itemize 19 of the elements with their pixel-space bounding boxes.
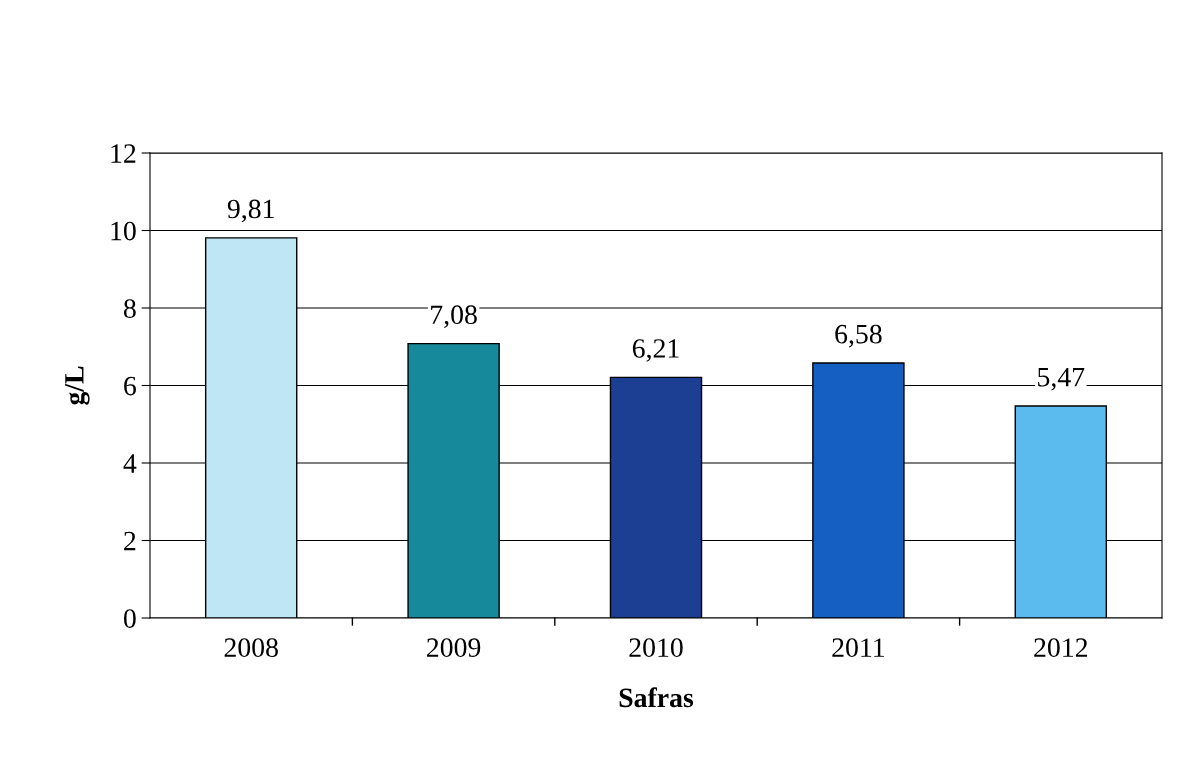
x-tick-label: 2012 xyxy=(1034,638,1088,657)
y-axis-title: g/L xyxy=(65,366,90,405)
x-tick-label: 2008 xyxy=(224,638,278,657)
y-tick-label: 8 xyxy=(123,299,136,318)
x-tick-label: 2010 xyxy=(629,638,683,657)
y-tick-label: 4 xyxy=(123,454,137,473)
data-label: 5,47 xyxy=(1038,367,1085,391)
y-tick-label: 2 xyxy=(124,531,136,551)
data-label: 6,58 xyxy=(835,324,882,348)
x-axis-title: Safras xyxy=(619,687,694,708)
y-tick-label: 10 xyxy=(111,221,136,241)
y-tick-label: 6 xyxy=(124,376,136,396)
y-tick-label: 12 xyxy=(111,144,136,163)
x-tick-label: 2009 xyxy=(427,638,481,657)
data-label: 7,08 xyxy=(431,305,477,329)
data-label: 9,81 xyxy=(227,199,274,223)
data-label: 6,21 xyxy=(632,339,679,362)
y-tick-label: 0 xyxy=(123,609,136,628)
x-tick-label: 2011 xyxy=(832,638,884,657)
